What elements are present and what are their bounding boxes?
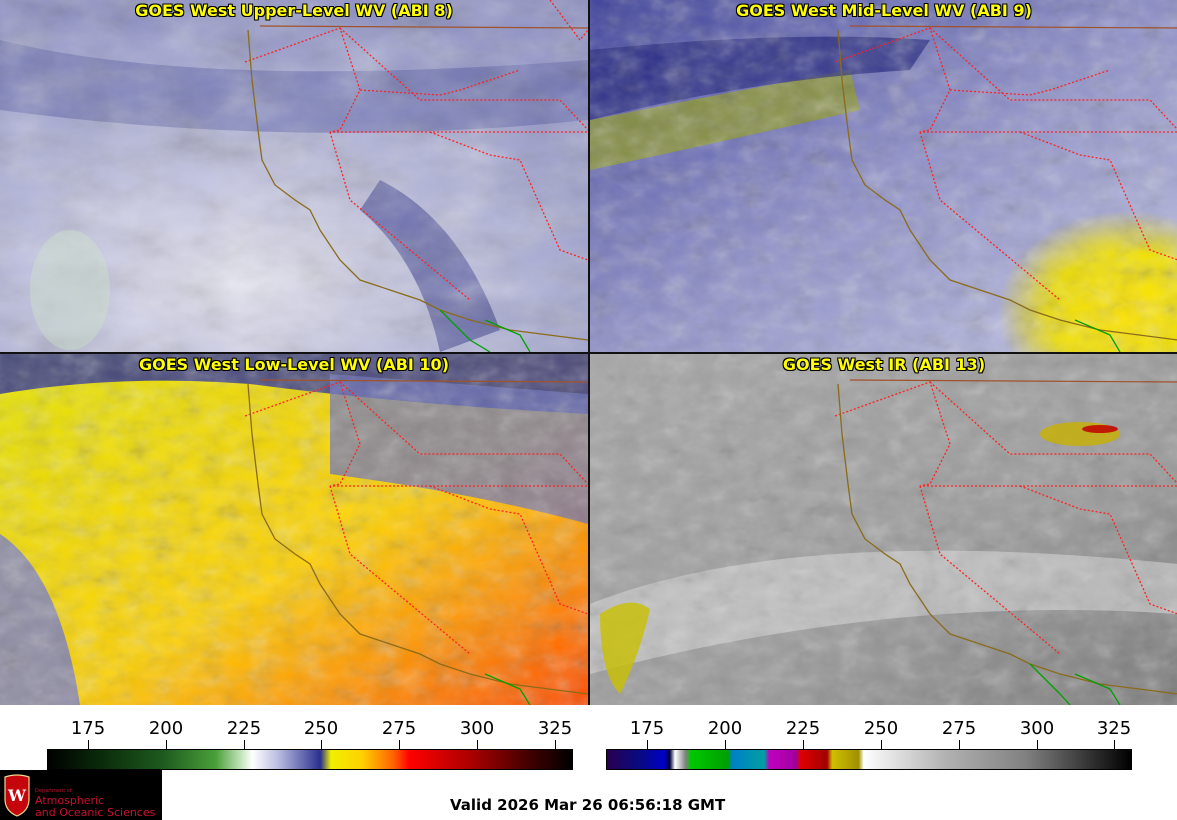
tick-label: 325 [537, 718, 573, 739]
tick-label: 225 [785, 718, 821, 739]
tick-label: 275 [941, 718, 977, 739]
panel-low-level-wv: GOES West Low-Level WV (ABI 10) [0, 354, 588, 706]
panel-title: GOES West Mid-Level WV (ABI 9) [736, 1, 1032, 20]
panel-title: GOES West IR (ABI 13) [782, 355, 986, 374]
coastline [247, 29, 588, 341]
tick-label: 250 [863, 718, 899, 739]
panel-divider-horizontal [0, 352, 1177, 354]
logo-department: Department of [35, 788, 72, 794]
tick-label: 300 [459, 718, 495, 739]
tick-label: 275 [381, 718, 417, 739]
panel-mid-level-wv: GOES West Mid-Level WV (ABI 9) [590, 0, 1177, 352]
tick-label: 200 [707, 718, 743, 739]
aos-logo: W Department of Atmospheric and Oceanic … [0, 770, 162, 820]
state-borders [244, 0, 588, 301]
panel-upper-level-wv: GOES West Upper-Level WV (ABI 8) [0, 0, 588, 352]
svg-text:W: W [7, 786, 27, 805]
mid-level-wv-image [590, 0, 1177, 352]
low-level-wv-image [0, 354, 588, 705]
uw-crest-icon: W [4, 774, 30, 817]
tick-label: 175 [70, 718, 106, 739]
tick-label: 225 [226, 718, 262, 739]
tick-label: 300 [1019, 718, 1055, 739]
tick-label: 175 [629, 718, 665, 739]
ir-image [590, 354, 1177, 705]
panel-title: GOES West Low-Level WV (ABI 10) [138, 355, 449, 374]
panel-ir: GOES West IR (ABI 13) [590, 354, 1177, 706]
upper-level-wv-image [0, 0, 588, 352]
valid-timestamp: Valid 2026 Mar 26 06:56:18 GMT [450, 796, 726, 814]
tick-label: 325 [1096, 718, 1132, 739]
tick-label: 250 [303, 718, 339, 739]
logo-line-2: and Oceanic Sciences [35, 806, 156, 819]
logo-line-1: Atmospheric [35, 794, 105, 807]
tick-label: 200 [148, 718, 184, 739]
wv-colorbar [47, 749, 573, 770]
panel-title: GOES West Upper-Level WV (ABI 8) [135, 1, 453, 20]
ir-colorbar [606, 749, 1132, 770]
